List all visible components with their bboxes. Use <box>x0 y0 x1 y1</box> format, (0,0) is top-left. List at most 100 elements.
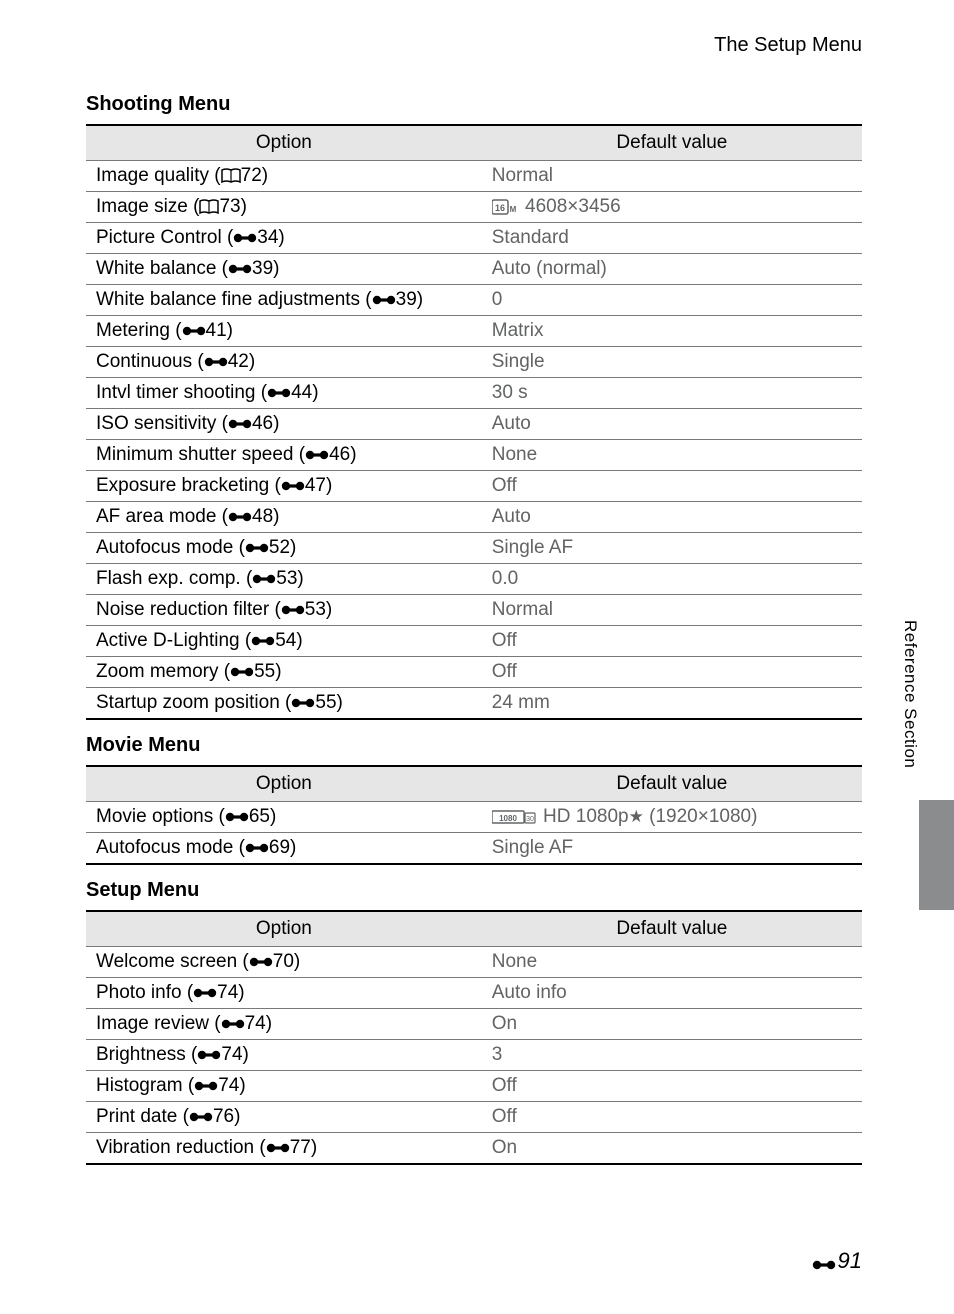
option-label: ISO sensitivity ( <box>96 413 228 434</box>
value-cell: Off <box>482 1071 862 1102</box>
option-ref: 46) <box>252 413 279 434</box>
value-cell: Off <box>482 657 862 688</box>
bolt-icon <box>267 382 291 404</box>
table-row: Startup zoom position ( 55) 24 mm <box>86 688 862 720</box>
table-row: Movie options (65)108030 HD 1080p★ (1920… <box>86 802 862 833</box>
option-ref: 72) <box>241 165 268 186</box>
option-cell: Brightness ( 74) <box>86 1040 482 1071</box>
table-row: Active D-Lighting (54)Off <box>86 626 862 657</box>
svg-text:30: 30 <box>526 816 534 823</box>
option-ref: 53) <box>305 599 332 620</box>
option-label: Image review ( <box>96 1013 221 1034</box>
option-ref: 39) <box>396 289 423 310</box>
value-cell: Single AF <box>482 833 862 865</box>
option-cell: AF area mode (48) <box>86 502 482 533</box>
option-cell: Active D-Lighting (54) <box>86 626 482 657</box>
option-cell: White balance fine adjustments ( 39) <box>86 285 482 316</box>
table-row: Image quality (72)Normal <box>86 161 862 192</box>
table-row: Image size (73)16M 4608×3456 <box>86 192 862 223</box>
svg-text:1080: 1080 <box>499 814 517 823</box>
section-title: Setup Menu <box>86 879 862 902</box>
option-label: Brightness ( <box>96 1044 197 1065</box>
value-text: Off <box>492 1075 517 1096</box>
1080-icon: 1080 30 <box>492 806 538 828</box>
svg-text:M: M <box>509 205 516 214</box>
bolt-icon <box>233 227 257 249</box>
option-label: Autofocus mode ( <box>96 837 245 858</box>
value-text: Matrix <box>492 320 544 341</box>
option-label: White balance fine adjustments ( <box>96 289 372 310</box>
settings-table: OptionDefault valueWelcome screen (70)No… <box>86 910 862 1165</box>
table-row: Histogram (74)Off <box>86 1071 862 1102</box>
column-header-default: Default value <box>482 911 862 947</box>
bolt-icon <box>245 537 269 559</box>
column-header-default: Default value <box>482 766 862 802</box>
value-cell: None <box>482 440 862 471</box>
option-label: Vibration reduction ( <box>96 1137 266 1158</box>
value-cell: 16M 4608×3456 <box>482 192 862 223</box>
bolt-icon <box>281 599 305 621</box>
value-cell: Matrix <box>482 316 862 347</box>
value-text: 0 <box>492 289 503 310</box>
option-ref: 46) <box>329 444 356 465</box>
option-ref: 54) <box>275 630 302 651</box>
table-row: Image review (74)On <box>86 1009 862 1040</box>
value-cell: Auto info <box>482 978 862 1009</box>
option-cell: Welcome screen (70) <box>86 947 482 978</box>
option-ref: 74) <box>245 1013 272 1034</box>
value-text: None <box>492 444 537 465</box>
option-ref: 47) <box>305 475 332 496</box>
option-cell: Autofocus mode (52) <box>86 533 482 564</box>
option-cell: Image quality (72) <box>86 161 482 192</box>
option-ref: 69) <box>269 837 296 858</box>
option-cell: Metering (41) <box>86 316 482 347</box>
value-text: None <box>492 951 537 972</box>
option-label: Flash exp. comp. ( <box>96 568 252 589</box>
table-row: White balance fine adjustments ( 39) 0 <box>86 285 862 316</box>
option-cell: Continuous (42) <box>86 347 482 378</box>
option-ref: 55) <box>254 661 281 682</box>
side-tab <box>919 800 954 910</box>
option-ref: 52) <box>269 537 296 558</box>
table-row: Vibration reduction (77)On <box>86 1133 862 1165</box>
bolt-icon <box>291 692 315 714</box>
value-cell: Off <box>482 626 862 657</box>
option-ref: 41) <box>206 320 233 341</box>
bolt-icon <box>228 506 252 528</box>
option-ref: 55) <box>315 692 342 713</box>
bolt-icon <box>266 1137 290 1159</box>
option-cell: Picture Control (34) <box>86 223 482 254</box>
option-label: Intvl timer shooting ( <box>96 382 267 403</box>
bolt-icon <box>252 568 276 590</box>
table-row: Intvl timer shooting (44)30 s <box>86 378 862 409</box>
value-cell: Single AF <box>482 533 862 564</box>
table-row: Minimum shutter speed (46)None <box>86 440 862 471</box>
option-ref: 73) <box>219 196 246 217</box>
option-label: Picture Control ( <box>96 227 233 248</box>
value-text: Single <box>492 351 545 372</box>
value-text: On <box>492 1137 517 1158</box>
option-ref: 74) <box>221 1044 248 1065</box>
option-ref: 39) <box>252 258 279 279</box>
page-number: 91 <box>812 1248 862 1276</box>
option-ref: 53) <box>276 568 303 589</box>
value-text: 24 mm <box>492 692 550 713</box>
page-number-text: 91 <box>838 1248 862 1273</box>
bolt-icon <box>249 951 273 973</box>
bolt-icon <box>194 1075 218 1097</box>
value-cell: 0 <box>482 285 862 316</box>
bolt-icon <box>251 630 275 652</box>
value-cell: Normal <box>482 161 862 192</box>
value-text: 3 <box>492 1044 503 1065</box>
value-cell: 3 <box>482 1040 862 1071</box>
value-text: Normal <box>492 599 553 620</box>
option-label: Startup zoom position ( <box>96 692 291 713</box>
table-row: Continuous (42) Single <box>86 347 862 378</box>
value-cell: 30 s <box>482 378 862 409</box>
option-cell: Photo info (74) <box>86 978 482 1009</box>
option-cell: Image size (73) <box>86 192 482 223</box>
option-label: Noise reduction filter ( <box>96 599 281 620</box>
table-row: Photo info (74)Auto info <box>86 978 862 1009</box>
option-ref: 42) <box>228 351 255 372</box>
value-cell: Normal <box>482 595 862 626</box>
